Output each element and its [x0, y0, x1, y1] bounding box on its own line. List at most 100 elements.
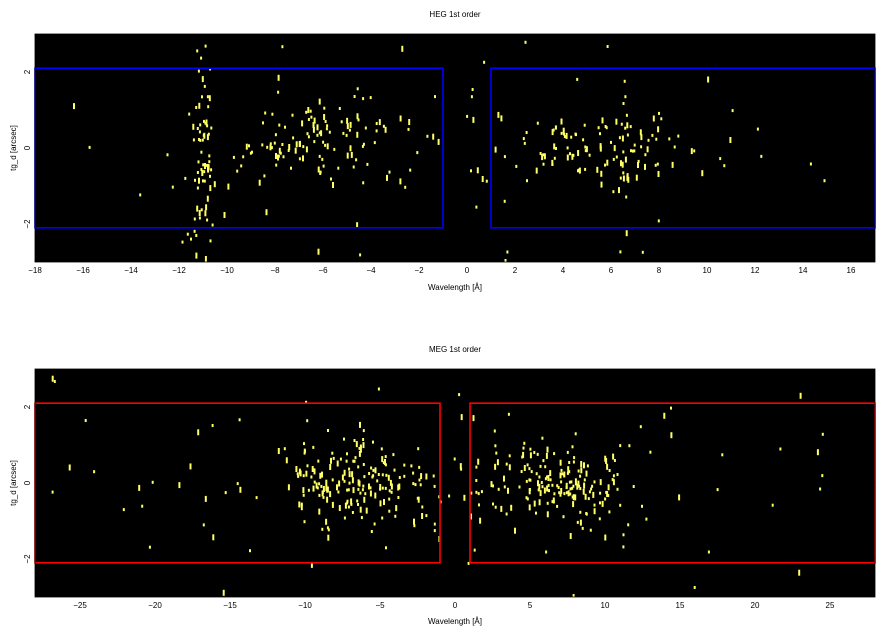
- heg-event: [166, 153, 169, 157]
- meg-event: [356, 499, 359, 503]
- meg-event: [417, 447, 420, 451]
- heg-x-tick-label: −14: [124, 266, 138, 275]
- meg-event: [779, 447, 782, 451]
- meg-event: [507, 487, 509, 494]
- meg-event: [332, 456, 335, 460]
- meg-event: [362, 429, 365, 433]
- meg-event: [582, 488, 585, 495]
- meg-event: [343, 437, 345, 441]
- heg-event: [278, 123, 281, 127]
- heg-event: [330, 177, 332, 181]
- meg-event: [557, 486, 560, 489]
- heg-event: [623, 79, 626, 83]
- meg-event: [300, 502, 303, 506]
- heg-event: [206, 218, 209, 222]
- meg-event: [433, 484, 436, 488]
- meg-event: [317, 459, 320, 463]
- heg-event: [639, 129, 642, 136]
- heg-event: [196, 186, 199, 190]
- meg-event: [358, 450, 361, 457]
- meg-event: [559, 459, 562, 466]
- meg-x-tick-label: −25: [73, 601, 87, 610]
- meg-event: [821, 474, 824, 478]
- meg-event: [559, 472, 562, 479]
- meg-event: [546, 446, 549, 453]
- meg-event: [601, 500, 604, 507]
- heg-event: [196, 49, 199, 53]
- meg-event: [249, 549, 251, 553]
- meg-event: [319, 472, 322, 479]
- heg-event: [500, 115, 503, 122]
- heg-event: [312, 122, 315, 128]
- heg-event: [206, 134, 209, 141]
- heg-event: [309, 109, 312, 113]
- meg-event: [538, 483, 541, 490]
- meg-event: [352, 487, 355, 494]
- meg-event: [495, 451, 498, 455]
- meg-event: [348, 481, 351, 485]
- heg-event: [266, 145, 269, 149]
- heg-event: [342, 131, 345, 135]
- heg-event: [326, 143, 329, 150]
- meg-event: [604, 455, 607, 462]
- meg-event: [528, 478, 531, 482]
- meg-y-label: tg_d [arcsec]: [9, 460, 18, 506]
- heg-event: [262, 121, 264, 125]
- heg-event: [326, 124, 329, 128]
- meg-event: [374, 467, 377, 474]
- meg-event: [138, 484, 141, 491]
- heg-event: [599, 143, 602, 150]
- heg-event: [208, 154, 211, 158]
- meg-event: [337, 490, 340, 494]
- meg-x-tick-label: 20: [751, 601, 760, 610]
- meg-event: [574, 478, 577, 485]
- meg-event: [320, 484, 323, 488]
- heg-event: [204, 44, 207, 48]
- meg-event: [325, 518, 328, 525]
- meg-event: [51, 490, 54, 494]
- heg-event: [361, 144, 364, 148]
- meg-event: [494, 444, 497, 448]
- heg-event: [640, 145, 643, 149]
- heg-event: [265, 209, 268, 216]
- meg-event: [533, 500, 536, 507]
- meg-event: [599, 479, 602, 486]
- heg-event: [299, 140, 301, 147]
- heg-event: [671, 161, 674, 168]
- meg-event: [355, 441, 358, 448]
- heg-event: [198, 210, 201, 216]
- meg-event: [583, 478, 586, 482]
- meg-event: [503, 485, 506, 489]
- heg-event: [497, 111, 500, 118]
- meg-event: [821, 432, 824, 436]
- meg-event: [572, 594, 575, 597]
- meg-event: [298, 468, 301, 475]
- meg-event: [297, 474, 300, 478]
- heg-event: [353, 95, 356, 98]
- meg-event: [639, 425, 642, 429]
- meg-event: [433, 529, 436, 533]
- meg-event: [494, 505, 497, 509]
- heg-event: [207, 164, 210, 171]
- meg-event: [593, 508, 596, 515]
- heg-event: [637, 159, 640, 163]
- meg-event: [520, 470, 523, 473]
- meg-event: [379, 484, 382, 490]
- meg-event: [364, 492, 367, 496]
- meg-event: [357, 503, 359, 506]
- heg-event: [551, 129, 554, 136]
- meg-event: [361, 488, 364, 492]
- heg-event: [644, 163, 646, 170]
- heg-event: [356, 87, 359, 91]
- heg-event: [281, 45, 284, 49]
- meg-event: [470, 491, 473, 495]
- meg-event: [771, 503, 774, 507]
- meg-event: [343, 479, 346, 483]
- meg-event: [538, 499, 541, 506]
- heg-event: [657, 219, 660, 223]
- meg-event: [410, 464, 413, 468]
- heg-event: [292, 136, 295, 140]
- heg-event: [604, 125, 607, 128]
- meg-event: [347, 505, 350, 509]
- heg-event: [584, 167, 587, 171]
